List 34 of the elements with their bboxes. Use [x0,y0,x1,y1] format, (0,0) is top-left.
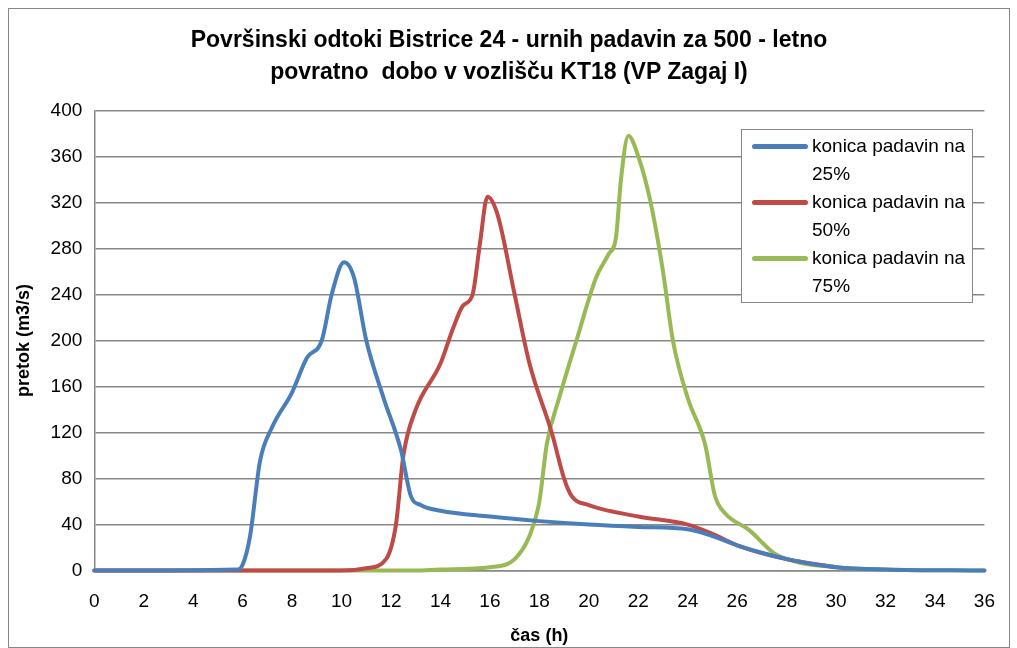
x-tick-label: 22 [627,590,649,612]
x-tick-label: 4 [187,590,199,612]
x-axis-title: čas (h) [510,625,569,646]
y-tick-label: 0 [71,558,83,580]
y-tick-label: 120 [50,420,83,442]
x-tick-label: 10 [330,590,353,612]
x-tick-label: 34 [924,590,946,612]
y-tick-label: 320 [50,190,83,212]
x-tick-label: 32 [874,590,897,612]
x-tick-label: 14 [429,590,452,612]
y-tick-label: 200 [50,328,83,350]
x-tick-label: 12 [380,590,402,612]
x-tick-label: 16 [479,590,501,612]
x-tick-label: 18 [528,590,550,612]
y-tick-label: 240 [50,282,83,304]
x-tick-label: 0 [89,590,100,612]
y-tick-label: 360 [50,144,83,166]
x-tick-label: 2 [138,590,150,612]
x-tick-label: 24 [677,590,699,612]
x-tick-label: 26 [726,590,748,612]
y-tick-label: 40 [61,512,83,534]
legend-label: konica padavin na 75% [812,246,966,298]
chart-title: Površinski odtoki Bistrice 24 - urnih padavin za 500 - letno povratno dobo v vozlišču KT18 (VP Zagaj I) [189,25,829,86]
x-tick-label: 28 [776,590,798,612]
x-tick-label: 8 [286,590,298,612]
y-axis-title: pretok (m3/s) [12,283,33,398]
x-tick-label: 30 [825,590,847,612]
y-tick-label: 80 [61,466,83,488]
x-tick-label: 20 [578,590,600,612]
x-tick-label: 6 [237,590,248,612]
x-tick-label: 36 [973,590,995,612]
y-tick-label: 160 [50,374,83,396]
y-tick-label: 280 [50,236,83,258]
y-tick-label: 400 [50,98,83,120]
